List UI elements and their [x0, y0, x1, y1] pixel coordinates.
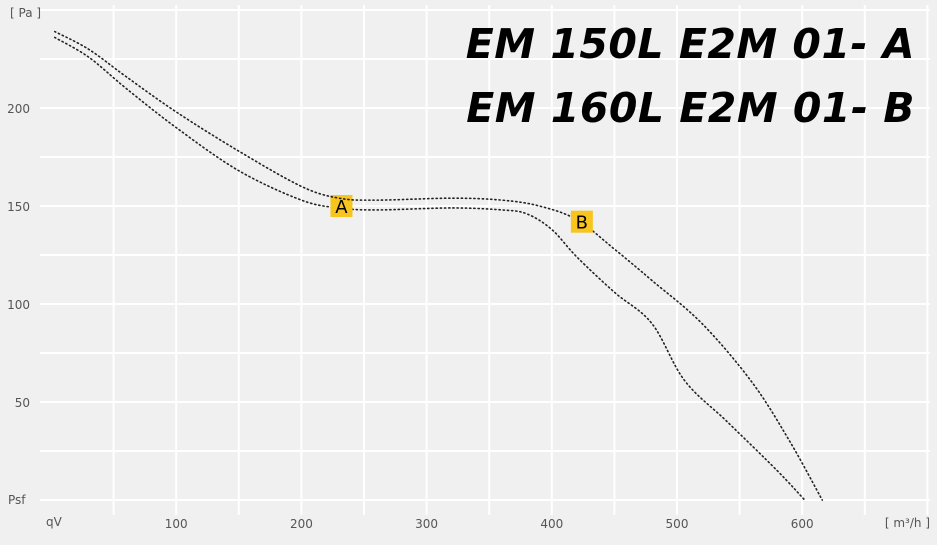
y-tick-label: 100	[7, 298, 30, 312]
y-tick-label: 50	[15, 396, 30, 410]
curve-label-bg-B	[570, 210, 593, 233]
x-tick-label: 600	[791, 517, 814, 531]
y-unit-label: [ Pa ]	[10, 6, 41, 20]
x-tick-label: 100	[165, 517, 188, 531]
x-tick-label: 300	[415, 517, 438, 531]
x-tick-label: 200	[290, 517, 313, 531]
curve-label-A: A	[335, 197, 348, 218]
y-tick-label: 150	[7, 200, 30, 214]
curve-label-bg-A	[330, 195, 353, 217]
curve-A	[53, 36, 806, 501]
x-unit-label: [ m³/h ]	[885, 516, 930, 530]
y-axis-label: Psf	[8, 493, 26, 507]
x-tick-label: 500	[666, 517, 689, 531]
x-axis-label: qV	[46, 515, 63, 529]
chart-title-a: EM 150L E2M 01- A	[465, 20, 915, 68]
x-tick-label: 400	[540, 517, 563, 531]
curve-label-B: B	[576, 213, 588, 234]
curve-B	[53, 30, 824, 501]
y-tick-label: 200	[7, 102, 30, 116]
chart-title-b: EM 160L E2M 01- B	[466, 84, 915, 132]
